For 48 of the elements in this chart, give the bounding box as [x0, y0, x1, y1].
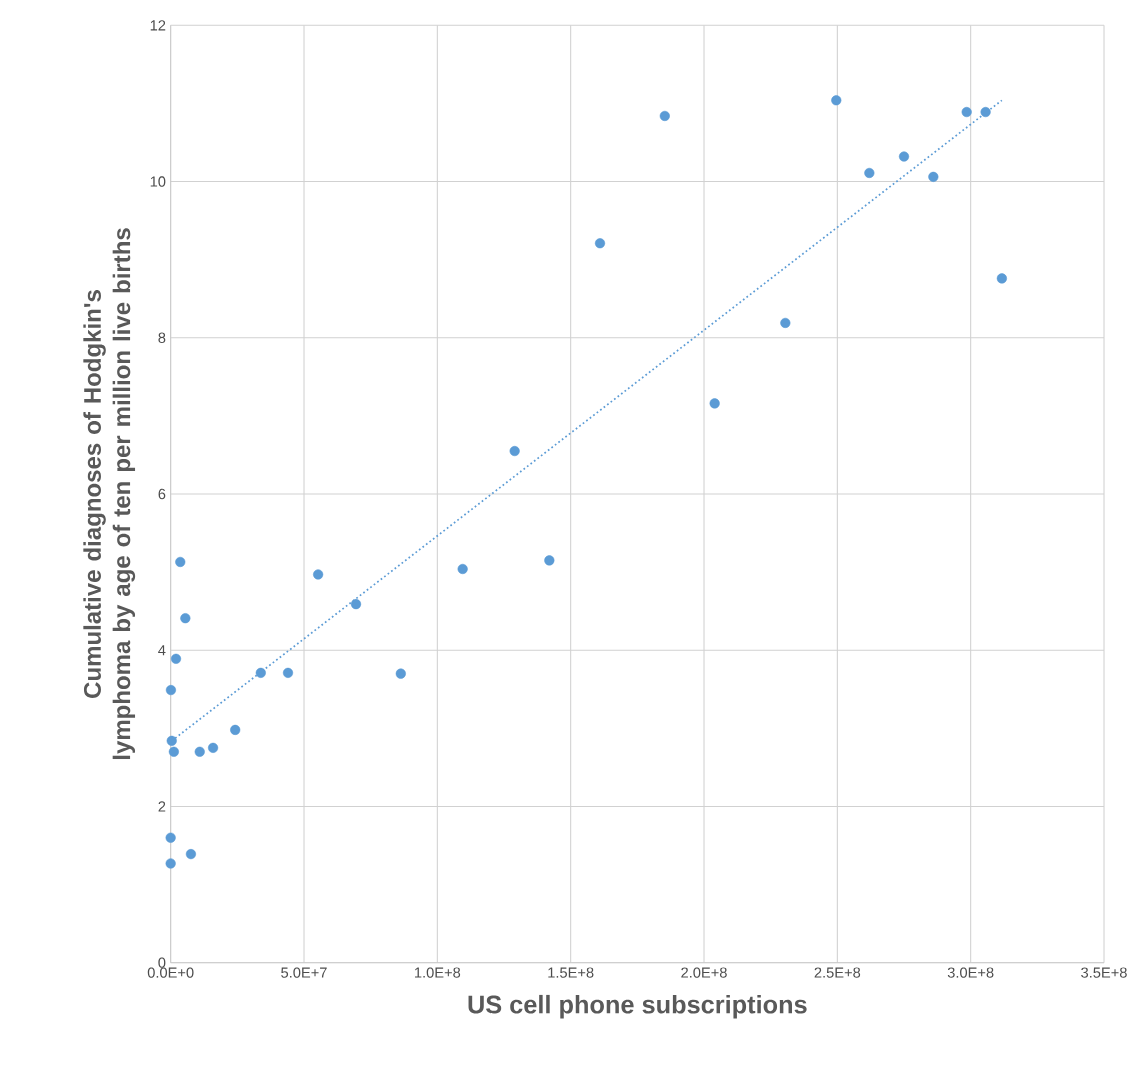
point [165, 684, 177, 696]
point [659, 110, 670, 122]
point [313, 569, 324, 580]
point [170, 653, 182, 664]
point [165, 858, 176, 869]
point [168, 746, 179, 757]
x-tick-label: 1.0E+8 [415, 967, 461, 978]
point [395, 668, 406, 679]
x-tick-label: 3.5E+8 [1081, 967, 1127, 978]
point [208, 742, 219, 753]
x-tick-label: 0.0E+0 [147, 967, 194, 978]
x-tick-label: 1.5E+8 [548, 967, 594, 978]
point [230, 724, 241, 735]
point [175, 556, 186, 568]
x-tick-label: 2.0E+8 [681, 967, 727, 978]
point [194, 746, 205, 757]
point [961, 106, 972, 118]
point [350, 599, 362, 610]
x-tick-label: 3.0E+8 [947, 967, 994, 978]
point [166, 735, 177, 746]
point [831, 95, 842, 106]
x-tick-label: 5.0E+7 [281, 967, 327, 978]
y-tick-label: 8 [158, 332, 166, 343]
point [165, 832, 176, 843]
y-tick-label: 12 [150, 20, 166, 31]
point [996, 273, 1007, 284]
point [282, 667, 294, 678]
y-tick-label: 0 [158, 957, 166, 968]
y-tick-label: 10 [150, 176, 166, 187]
point [185, 849, 197, 860]
y-axis-title: Cumulative diagnoses of Hodgkin's lymphoma by age of ten per million live births [83, 228, 136, 760]
y-tick-label: 2 [158, 801, 166, 812]
x-tick-label: 2.5E+8 [814, 967, 861, 978]
point [780, 317, 791, 328]
point [980, 106, 991, 118]
point [594, 238, 606, 249]
x-axis-title: US cell phone subscriptions [468, 994, 807, 1019]
y-tick-label: 4 [158, 645, 166, 656]
point [180, 613, 191, 624]
point [544, 555, 555, 566]
point [928, 171, 939, 182]
point [898, 151, 910, 162]
point [509, 445, 520, 457]
point [255, 667, 266, 678]
point [709, 398, 720, 409]
point [457, 563, 468, 575]
point [864, 167, 875, 179]
y-tick-label: 6 [158, 488, 166, 500]
